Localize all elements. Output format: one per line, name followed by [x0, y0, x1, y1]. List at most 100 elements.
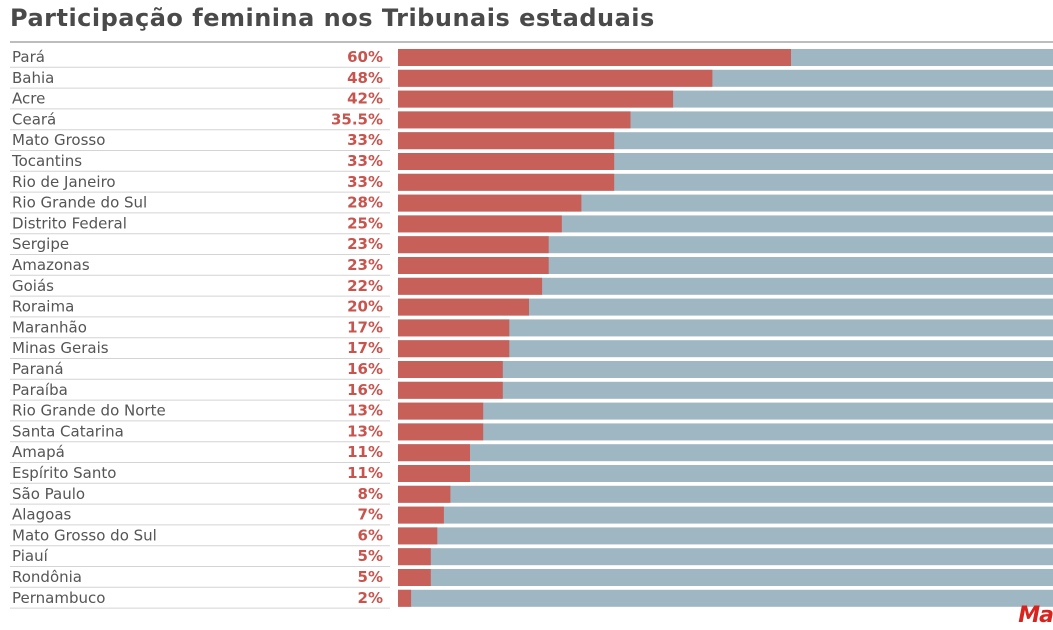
- bar-female-share: [398, 485, 451, 503]
- category-label: Rio Grande do Sul: [12, 194, 147, 212]
- bar-female-share: [398, 340, 510, 358]
- category-label: Sergipe: [12, 235, 69, 253]
- value-label: 33%: [347, 173, 383, 191]
- publisher-logo: Ma: [1018, 603, 1053, 628]
- bar-remainder: [398, 423, 1053, 441]
- bar-female-share: [398, 257, 549, 274]
- value-label: 11%: [347, 464, 383, 482]
- bar-female-share: [398, 444, 470, 462]
- value-label: 33%: [347, 152, 383, 170]
- value-label: 16%: [347, 360, 383, 378]
- bar-remainder: [398, 236, 1053, 254]
- bar-remainder: [398, 340, 1053, 358]
- value-label: 17%: [347, 339, 383, 357]
- value-label: 5%: [358, 568, 383, 586]
- bar-female-share: [398, 173, 615, 191]
- bar-remainder: [398, 589, 1053, 607]
- bar-female-share: [398, 423, 484, 441]
- bar-remainder: [398, 381, 1053, 399]
- bar-remainder: [398, 527, 1053, 545]
- value-label: 5%: [358, 547, 383, 565]
- category-label: Tocantins: [11, 152, 82, 170]
- bar-female-share: [398, 465, 470, 482]
- category-label: Santa Catarina: [12, 422, 124, 440]
- bar-female-share: [398, 236, 549, 254]
- category-label: Maranhão: [12, 318, 87, 336]
- category-label: Pará: [12, 48, 45, 66]
- value-label: 28%: [347, 194, 383, 212]
- bar-female-share: [398, 215, 562, 233]
- bar-female-share: [398, 298, 529, 316]
- value-label: 2%: [358, 589, 383, 607]
- bar-remainder: [398, 257, 1053, 274]
- bar-female-share: [398, 90, 674, 108]
- category-label: Bahia: [12, 69, 54, 87]
- category-label: Espírito Santo: [12, 464, 116, 482]
- bar-female-share: [398, 319, 510, 337]
- value-label: 6%: [358, 526, 383, 544]
- bar-female-share: [398, 361, 503, 378]
- bar-female-share: [398, 111, 631, 129]
- bar-remainder: [398, 361, 1053, 378]
- value-label: 33%: [347, 131, 383, 149]
- category-label: Ceará: [12, 110, 56, 128]
- category-label: Pernambuco: [12, 589, 105, 607]
- value-label: 7%: [358, 506, 383, 524]
- bar-female-share: [398, 402, 484, 420]
- value-label: 13%: [347, 422, 383, 440]
- value-label: 42%: [347, 90, 383, 108]
- value-label: 23%: [347, 256, 383, 274]
- value-label: 25%: [347, 214, 383, 232]
- value-label: 11%: [347, 443, 383, 461]
- bar-remainder: [398, 465, 1053, 482]
- category-label: Piauí: [12, 547, 49, 565]
- category-label: Minas Gerais: [12, 339, 109, 357]
- category-label: Paraíba: [12, 381, 68, 399]
- bar-remainder: [398, 548, 1053, 566]
- bar-female-share: [398, 153, 615, 170]
- value-label: 60%: [347, 48, 383, 66]
- category-label: Rio Grande do Norte: [12, 402, 166, 420]
- bar-female-share: [398, 381, 503, 399]
- value-label: 20%: [347, 298, 383, 316]
- bar-remainder: [398, 277, 1053, 295]
- bar-female-share: [398, 49, 791, 66]
- value-label: 17%: [347, 318, 383, 336]
- bar-female-share: [398, 548, 431, 566]
- bar-female-share: [398, 132, 615, 150]
- category-label: Rio de Janeiro: [12, 173, 116, 191]
- bar-remainder: [398, 506, 1053, 524]
- category-label: Acre: [12, 90, 45, 108]
- bar-female-share: [398, 69, 713, 87]
- category-label: Distrito Federal: [12, 214, 127, 232]
- category-label: Goiás: [12, 277, 54, 295]
- value-label: 13%: [347, 402, 383, 420]
- bar-remainder: [398, 402, 1053, 420]
- bar-female-share: [398, 527, 438, 545]
- bar-female-share: [398, 569, 431, 586]
- value-label: 22%: [347, 277, 383, 295]
- title-divider: [10, 41, 1053, 43]
- category-label: Rondônia: [12, 568, 82, 586]
- value-label: 16%: [347, 381, 383, 399]
- category-label: Alagoas: [12, 506, 72, 524]
- value-label: 35.5%: [331, 110, 383, 128]
- bar-remainder: [398, 485, 1053, 503]
- bar-female-share: [398, 194, 582, 212]
- category-label: Amapá: [12, 443, 65, 461]
- bar-female-share: [398, 589, 412, 607]
- category-label: Mato Grosso: [12, 131, 105, 149]
- category-label: São Paulo: [12, 485, 85, 503]
- chart-title: Participação feminina nos Tribunais esta…: [10, 4, 655, 32]
- bar-remainder: [398, 569, 1053, 586]
- bar-female-share: [398, 506, 444, 524]
- category-label: Mato Grosso do Sul: [12, 526, 157, 544]
- bar-remainder: [398, 319, 1053, 337]
- value-label: 23%: [347, 235, 383, 253]
- bar-female-share: [398, 277, 543, 295]
- bar-remainder: [398, 444, 1053, 462]
- value-label: 8%: [358, 485, 383, 503]
- category-label: Amazonas: [12, 256, 90, 274]
- category-label: Roraima: [12, 298, 74, 316]
